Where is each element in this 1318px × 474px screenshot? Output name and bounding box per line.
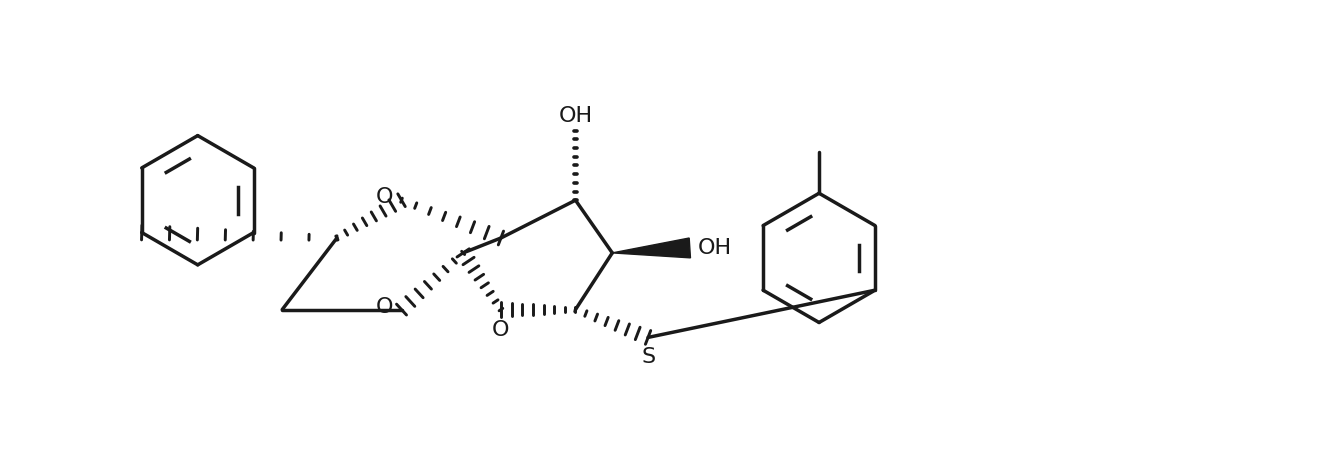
Text: O: O: [376, 297, 394, 317]
Text: O: O: [376, 187, 394, 207]
Text: S: S: [641, 347, 655, 367]
Text: O: O: [492, 319, 510, 339]
Text: OH: OH: [559, 106, 593, 126]
Text: OH: OH: [697, 238, 731, 258]
Polygon shape: [613, 238, 691, 258]
